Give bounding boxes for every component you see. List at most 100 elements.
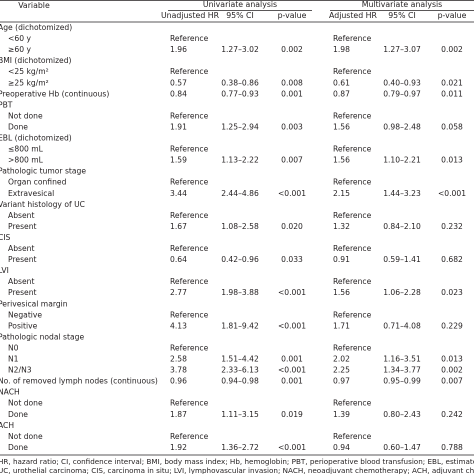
- row-label: Done: [8, 410, 28, 419]
- cell: 1.67: [170, 222, 187, 231]
- cell: Reference: [170, 343, 209, 352]
- cell: 0.229: [441, 321, 463, 330]
- cell: 1.56: [333, 288, 350, 297]
- cell: <0.001: [438, 189, 466, 198]
- cell: 0.788: [441, 443, 463, 452]
- cell: 0.97: [333, 377, 350, 386]
- column-header: p-value: [278, 11, 307, 20]
- cell: Reference: [170, 432, 209, 441]
- cell: 2.44–4.86: [221, 189, 259, 198]
- row-label: Not done: [8, 399, 43, 408]
- cell: 2.58: [170, 355, 187, 364]
- row-label: CIS: [0, 233, 11, 242]
- cell: 2.15: [333, 189, 350, 198]
- cell: 0.011: [441, 89, 463, 98]
- cell: 0.003: [281, 122, 303, 131]
- cell: 1.92: [170, 443, 187, 452]
- row-label: Organ confined: [8, 178, 67, 187]
- row-label: EBL (dichotomized): [0, 134, 72, 143]
- cell: Reference: [333, 178, 372, 187]
- cell: 0.38–0.86: [221, 78, 259, 87]
- cell: 1.13–2.22: [221, 156, 259, 165]
- cell: <0.001: [278, 443, 306, 452]
- cell: <0.001: [278, 288, 306, 297]
- column-header: Adjusted HR: [329, 11, 377, 20]
- cell: 0.96: [170, 377, 187, 386]
- row-label: Positive: [8, 321, 38, 330]
- row-label: Not done: [8, 432, 43, 441]
- cell: 1.51–4.42: [221, 355, 259, 364]
- row-label: N2/N3: [8, 366, 32, 375]
- cell: 0.84–2.10: [383, 222, 421, 231]
- cell: <0.001: [278, 321, 306, 330]
- cell: 3.44: [170, 189, 187, 198]
- cell: 0.91: [333, 255, 350, 264]
- cell: 0.019: [281, 410, 303, 419]
- cell: 1.91: [170, 122, 187, 131]
- cell: Reference: [170, 67, 209, 76]
- cell: 0.42–0.96: [221, 255, 259, 264]
- cell: Reference: [170, 310, 209, 319]
- cell: 0.95–0.99: [383, 377, 421, 386]
- row-label: N0: [8, 343, 19, 352]
- row-label: Variant histology of UC: [0, 200, 85, 209]
- column-header: Unadjusted HR: [161, 11, 220, 20]
- cell: Reference: [170, 244, 209, 253]
- cell: Reference: [333, 343, 372, 352]
- cell: 0.001: [281, 355, 303, 364]
- row-label: Present: [8, 288, 37, 297]
- cell: 1.81–9.42: [221, 321, 259, 330]
- row-label: Present: [8, 222, 37, 231]
- row-label: Negative: [8, 310, 42, 319]
- cell: 1.08–2.58: [221, 222, 259, 231]
- cell: 2.77: [170, 288, 187, 297]
- row-label: Preoperative Hb (continuous): [0, 89, 109, 98]
- cell: 1.98–3.88: [221, 288, 259, 297]
- cell: Reference: [333, 34, 372, 43]
- cell: 0.94: [333, 443, 350, 452]
- cell: Reference: [170, 111, 209, 120]
- row-label: Not done: [8, 111, 43, 120]
- cell: 1.32: [333, 222, 350, 231]
- row-label: Absent: [8, 244, 34, 253]
- row-label: No. of removed lymph nodes (continuous): [0, 377, 158, 386]
- cell: 0.77–0.93: [221, 89, 259, 98]
- row-label: ACH: [0, 421, 14, 430]
- cell: 1.44–3.23: [383, 189, 421, 198]
- cell: 0.232: [441, 222, 463, 231]
- cell: 0.84: [170, 89, 187, 98]
- row-label: Absent: [8, 211, 34, 220]
- cell: 1.27–3.07: [383, 45, 421, 54]
- cell: 1.59: [170, 156, 187, 165]
- cell: 0.058: [441, 122, 463, 131]
- cell: 1.06–2.28: [383, 288, 421, 297]
- cell: 0.71–4.08: [383, 321, 421, 330]
- cell: 0.87: [333, 89, 350, 98]
- row-label: Pathologic tumor stage: [0, 167, 86, 176]
- cell: 0.013: [441, 355, 463, 364]
- row-label: Perivesical margin: [0, 299, 68, 308]
- footnote: HR, hazard ratio; CI, confidence interva…: [0, 457, 474, 466]
- cell: Reference: [333, 111, 372, 120]
- cell: 1.98: [333, 45, 350, 54]
- cell: 0.80–2.43: [383, 410, 421, 419]
- row-label: NACH: [0, 388, 20, 397]
- cell: 0.98–2.48: [383, 122, 421, 131]
- cell: Reference: [333, 310, 372, 319]
- cell: 1.96: [170, 45, 187, 54]
- row-label: ≥25 kg/m²: [8, 78, 49, 87]
- row-label: Age (dichotomized): [0, 23, 72, 32]
- cell: 1.87: [170, 410, 187, 419]
- cell: 0.64: [170, 255, 187, 264]
- cell: 0.007: [441, 377, 463, 386]
- footnote: UC, urothelial carcinoma; CIS, carcinoma…: [0, 466, 474, 474]
- cell: 0.013: [441, 156, 463, 165]
- cell: 1.71: [333, 321, 350, 330]
- cell: 0.002: [441, 45, 463, 54]
- cell: Reference: [170, 399, 209, 408]
- cell: 0.682: [441, 255, 463, 264]
- cell: Reference: [333, 399, 372, 408]
- cell: 0.023: [441, 288, 463, 297]
- multivariate-header: Multivariate analysis: [362, 0, 443, 9]
